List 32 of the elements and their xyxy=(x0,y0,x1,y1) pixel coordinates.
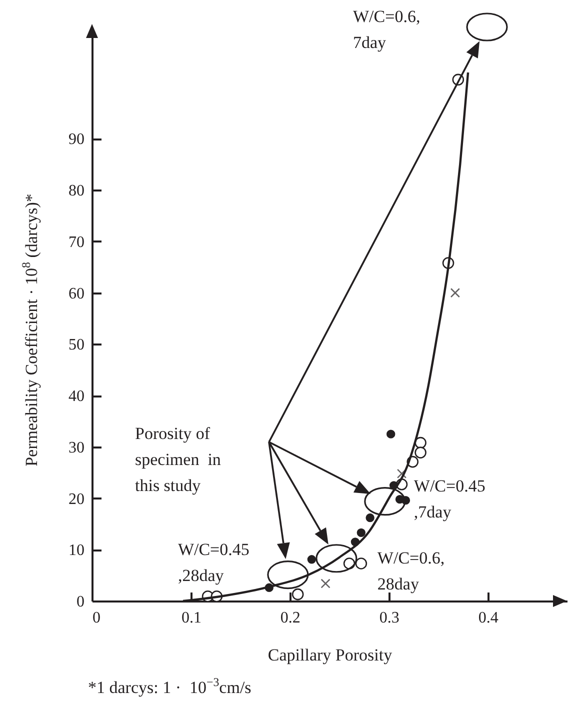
annotation: W/C=0.45 ,7day xyxy=(414,476,486,522)
y-tick-label: 20 xyxy=(68,490,84,508)
annotation: W/C=0.45 ,28day xyxy=(178,540,250,585)
annotation: W/C=0.6, 28day xyxy=(377,548,445,594)
y-tick-label: 0 xyxy=(76,594,84,610)
x-tick-label: 0.4 xyxy=(478,610,498,626)
y-tick-label: 90 xyxy=(68,131,84,148)
y-tick-label: 30 xyxy=(68,439,84,456)
x-tick-label: 0.3 xyxy=(379,610,400,626)
y-tick-label: 70 xyxy=(68,234,84,251)
point xyxy=(366,513,374,522)
y-tick-label: 10 xyxy=(68,542,84,560)
y-tick-label: 60 xyxy=(68,285,84,302)
y-tick-label: 80 xyxy=(68,182,84,200)
text: *1 darcys: 1 · 10$^{−3}$cm/s xyxy=(88,675,252,697)
x-tick-label: 0 xyxy=(92,610,100,626)
y-tick-label: 40 xyxy=(68,388,84,406)
point xyxy=(414,446,426,458)
point xyxy=(396,468,407,478)
y-tick-label: 50 xyxy=(68,336,84,354)
annotation: W/C=0.6, 7day xyxy=(353,7,420,52)
point xyxy=(355,558,368,570)
point xyxy=(307,555,316,564)
point xyxy=(450,288,460,298)
point xyxy=(292,588,304,600)
annotation: Porosity of specimen in this study xyxy=(135,424,222,495)
point xyxy=(386,430,396,438)
point xyxy=(320,578,330,588)
point xyxy=(356,528,366,538)
x-tick-label: 0.2 xyxy=(280,610,300,626)
x-axis-title: Capillary Porosity xyxy=(268,646,393,664)
x-tick-label: 0.1 xyxy=(181,610,202,626)
